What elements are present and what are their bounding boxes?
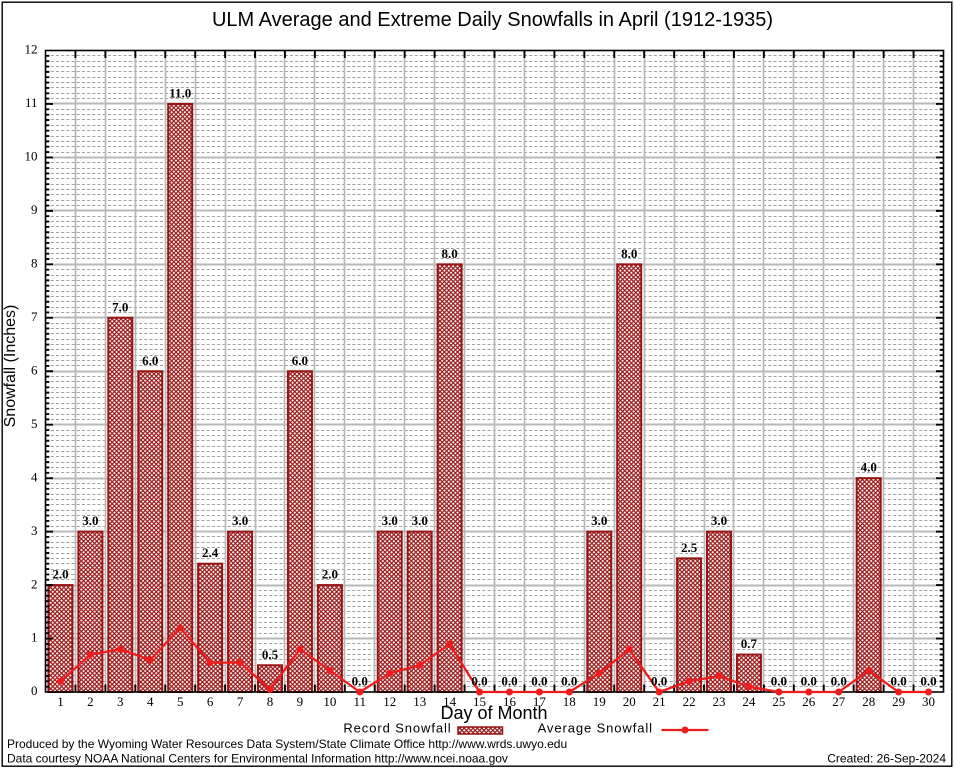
svg-text:7: 7 xyxy=(31,309,38,324)
svg-text:0: 0 xyxy=(31,683,38,698)
svg-text:20: 20 xyxy=(623,694,636,709)
svg-text:2: 2 xyxy=(31,576,38,591)
svg-text:0.0: 0.0 xyxy=(531,674,547,689)
svg-text:16: 16 xyxy=(503,694,517,709)
svg-text:27: 27 xyxy=(832,694,846,709)
svg-text:Created: 26-Sep-2024: Created: 26-Sep-2024 xyxy=(827,752,946,766)
svg-text:2.0: 2.0 xyxy=(322,567,338,582)
svg-text:19: 19 xyxy=(593,694,606,709)
svg-text:3.0: 3.0 xyxy=(591,513,607,528)
svg-text:15: 15 xyxy=(473,694,486,709)
svg-text:26: 26 xyxy=(802,694,816,709)
svg-text:4: 4 xyxy=(31,469,38,484)
svg-text:3.0: 3.0 xyxy=(382,513,398,528)
svg-text:2.4: 2.4 xyxy=(202,545,219,560)
svg-text:22: 22 xyxy=(683,694,696,709)
svg-text:11.0: 11.0 xyxy=(169,86,191,101)
svg-text:2.0: 2.0 xyxy=(52,567,68,582)
svg-text:21: 21 xyxy=(653,694,666,709)
svg-text:12: 12 xyxy=(383,694,396,709)
svg-text:8: 8 xyxy=(31,256,38,271)
svg-text:17: 17 xyxy=(533,694,547,709)
svg-text:10: 10 xyxy=(323,694,336,709)
svg-text:4: 4 xyxy=(147,694,154,709)
svg-text:25: 25 xyxy=(772,694,785,709)
svg-text:0.0: 0.0 xyxy=(831,674,847,689)
svg-text:14: 14 xyxy=(443,694,457,709)
svg-text:0.0: 0.0 xyxy=(920,674,936,689)
svg-text:8: 8 xyxy=(267,694,274,709)
svg-text:6: 6 xyxy=(207,694,214,709)
svg-text:12: 12 xyxy=(25,42,38,57)
svg-text:13: 13 xyxy=(413,694,426,709)
svg-text:3.0: 3.0 xyxy=(82,513,98,528)
svg-text:3: 3 xyxy=(117,694,124,709)
svg-text:Record Snowfall: Record Snowfall xyxy=(343,720,451,735)
svg-text:0.7: 0.7 xyxy=(741,636,758,651)
svg-text:8.0: 8.0 xyxy=(441,246,457,261)
svg-text:8.0: 8.0 xyxy=(621,246,637,261)
svg-text:30: 30 xyxy=(922,694,935,709)
svg-text:7: 7 xyxy=(237,694,244,709)
svg-text:0.0: 0.0 xyxy=(561,674,577,689)
svg-text:0.0: 0.0 xyxy=(801,674,817,689)
svg-text:1: 1 xyxy=(57,694,64,709)
svg-text:5: 5 xyxy=(177,694,184,709)
svg-text:18: 18 xyxy=(563,694,576,709)
svg-text:3.0: 3.0 xyxy=(412,513,428,528)
svg-text:9: 9 xyxy=(31,202,38,217)
svg-text:Day of Month: Day of Month xyxy=(440,703,547,723)
svg-text:2: 2 xyxy=(87,694,94,709)
svg-text:29: 29 xyxy=(892,694,905,709)
svg-text:5: 5 xyxy=(31,416,38,431)
svg-text:4.0: 4.0 xyxy=(861,460,877,475)
svg-text:9: 9 xyxy=(297,694,304,709)
svg-text:0.0: 0.0 xyxy=(352,674,368,689)
svg-text:11: 11 xyxy=(25,95,38,110)
svg-text:0.0: 0.0 xyxy=(501,674,517,689)
svg-text:7.0: 7.0 xyxy=(112,299,128,314)
svg-text:0.5: 0.5 xyxy=(262,647,279,662)
svg-text:10: 10 xyxy=(25,149,38,164)
svg-text:11: 11 xyxy=(354,694,367,709)
svg-text:0.0: 0.0 xyxy=(771,674,787,689)
svg-text:6.0: 6.0 xyxy=(142,353,158,368)
svg-text:0.0: 0.0 xyxy=(471,674,487,689)
svg-text:3: 3 xyxy=(31,523,38,538)
svg-text:24: 24 xyxy=(742,694,756,709)
svg-text:Average Snowfall: Average Snowfall xyxy=(538,720,653,735)
svg-text:3.0: 3.0 xyxy=(232,513,248,528)
svg-text:1: 1 xyxy=(31,630,38,645)
svg-text:23: 23 xyxy=(713,694,726,709)
svg-text:0.0: 0.0 xyxy=(890,674,906,689)
svg-text:Produced by the Wyoming Water: Produced by the Wyoming Water Resources … xyxy=(7,737,567,751)
svg-text:6.0: 6.0 xyxy=(292,353,308,368)
svg-text:2.5: 2.5 xyxy=(681,540,698,555)
svg-text:28: 28 xyxy=(862,694,875,709)
svg-text:Data courtesy NOAA National Ce: Data courtesy NOAA National Centers for … xyxy=(7,752,508,766)
svg-text:3.0: 3.0 xyxy=(711,513,727,528)
svg-text:Snowfall (Inches): Snowfall (Inches) xyxy=(2,305,19,428)
svg-text:0.0: 0.0 xyxy=(651,674,667,689)
svg-text:ULM Average and Extreme Daily: ULM Average and Extreme Daily Snowfalls … xyxy=(212,9,773,31)
svg-text:6: 6 xyxy=(31,362,38,377)
